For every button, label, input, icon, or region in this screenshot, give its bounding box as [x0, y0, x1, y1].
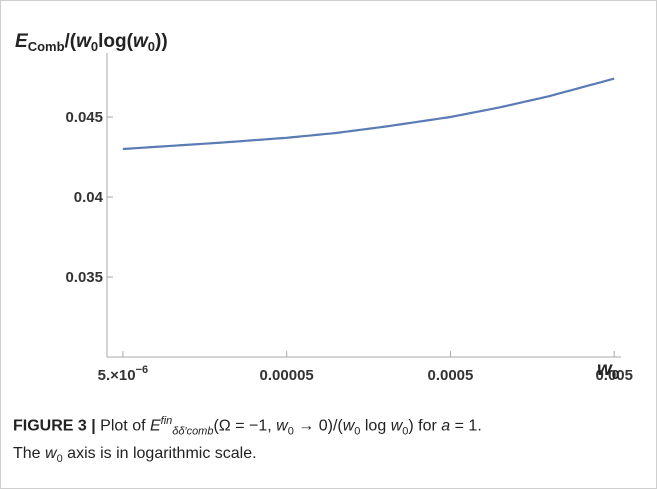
x-axis-title: w0 — [597, 359, 619, 382]
y-tick-label: 0.04 — [74, 189, 104, 206]
chart: EComb/(w0log(w0)) 0.035 0.04 0.045 5.×10−6… — [15, 31, 633, 384]
x-tick-label: 0.0005 — [427, 367, 473, 384]
y-tick-label: 0.035 — [65, 269, 103, 286]
y-tick-label: 0.045 — [65, 109, 103, 126]
x-tick-label: 5.×10−6 — [98, 364, 149, 384]
series-line — [122, 77, 615, 151]
caption-line-2: The w0 axis is in logarithmic scale. — [13, 444, 257, 465]
figure-label: FIGURE 3 | — [13, 417, 96, 435]
y-ticks: 0.035 0.04 0.045 — [65, 109, 113, 286]
figure-caption: FIGURE 3 | Plot of Efinδδ′comb(Ω = −1, w… — [13, 410, 653, 470]
caption-line-1: FIGURE 3 | Plot of Efinδδ′comb(Ω = −1, w… — [13, 415, 482, 438]
x-ticks: 5.×10−6 0.00005 0.0005 0.005 — [98, 351, 633, 384]
y-axis-title: EComb/(w0log(w0)) — [15, 31, 168, 54]
x-tick-label: 0.005 — [595, 367, 633, 384]
x-tick-label: 0.00005 — [260, 367, 314, 384]
